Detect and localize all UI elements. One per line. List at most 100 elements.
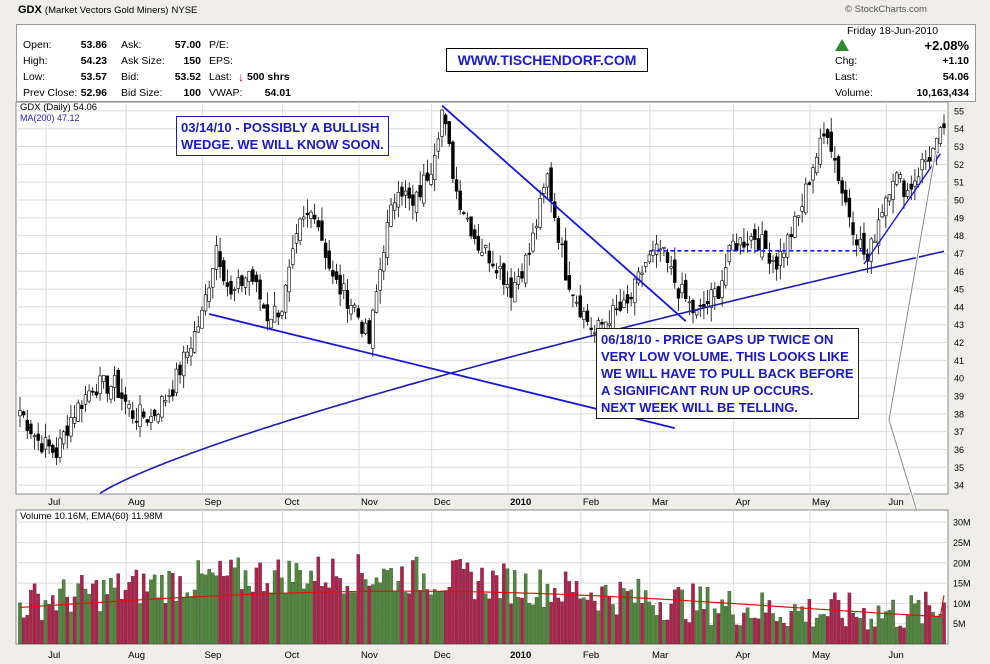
volume-bar [680, 589, 684, 645]
price-candle [825, 129, 830, 138]
volume-bar [371, 584, 375, 645]
price-candle [342, 283, 346, 291]
price-candle [887, 194, 892, 202]
volume-bar [796, 610, 801, 645]
support-trendline [863, 153, 941, 265]
volume-bar [29, 589, 33, 645]
price-candle [171, 389, 175, 397]
price-candle [811, 167, 815, 181]
note-gap-line1: 06/18/10 - PRICE GAPS UP TWICE ON [601, 332, 834, 347]
volume-month-label: Aug [128, 650, 145, 661]
volume-bar [651, 605, 655, 645]
volume-bar [21, 617, 26, 645]
volume-value: 10,163,434 [916, 87, 969, 99]
volume-bar [83, 588, 88, 645]
volume-bar [334, 576, 339, 645]
price-candle [902, 180, 906, 198]
volume-bar [414, 556, 419, 645]
volume-month-label: Jul [48, 650, 60, 661]
price-candle [334, 271, 339, 280]
price-candle [360, 321, 364, 334]
volume-bar [876, 605, 881, 645]
volume-bar [862, 607, 866, 645]
prev-close-value: 52.96 [80, 87, 107, 99]
price-candle [582, 311, 586, 320]
volume-bar [603, 585, 608, 645]
price-candle [65, 425, 69, 436]
volume-bar [534, 597, 539, 645]
volume-bar [185, 592, 190, 645]
price-tick-label: 46 [954, 267, 964, 277]
ask-size-label: Ask Size: [121, 55, 165, 67]
price-candle [251, 269, 255, 282]
volume-bar [32, 583, 37, 645]
volume-bar [247, 585, 251, 645]
volume-bar [338, 578, 342, 645]
volume-bar [156, 597, 160, 645]
price-tick-label: 41 [954, 356, 964, 366]
price-candle [531, 232, 535, 252]
volume-month-label: Sep [205, 650, 222, 661]
ask-value: 57.00 [174, 39, 201, 51]
price-candle [884, 197, 888, 217]
eps-label: EPS: [209, 55, 233, 67]
volume-bar [753, 617, 757, 645]
price-candle [774, 256, 779, 270]
volume-bar [909, 595, 914, 645]
price-candle [807, 182, 812, 185]
volume-bar [425, 589, 430, 645]
price-tick-label: 43 [954, 320, 964, 330]
price-candle [905, 190, 910, 197]
price-candle [80, 404, 84, 409]
volume-bar [258, 562, 262, 645]
price-candle [862, 232, 866, 255]
volume-bar [225, 575, 230, 645]
volume-bar [120, 598, 124, 645]
volume-bar [709, 625, 713, 645]
volume-bar [545, 583, 550, 645]
price-candle [876, 219, 881, 247]
change-value: +1.10 [942, 55, 969, 67]
price-candle [309, 211, 313, 219]
price-candle [556, 218, 561, 243]
note-gap: 06/18/10 - PRICE GAPS UP TWICE ON VERY L… [596, 328, 859, 419]
volume-bar [716, 613, 721, 645]
price-candle [40, 443, 44, 453]
volume-bar [942, 602, 946, 645]
note-gap-line5: NEXT WEEK WILL BE TELLING. [601, 400, 798, 415]
volume-bar [465, 562, 470, 645]
volume-bar [920, 623, 924, 645]
price-candle [793, 216, 797, 238]
volume-bar [287, 560, 291, 645]
price-candle [691, 300, 695, 314]
price-month-label: Nov [361, 497, 378, 508]
volume-bar [596, 610, 601, 645]
price-candle [789, 234, 793, 238]
volume-bar [280, 577, 284, 645]
volume-bar [563, 571, 568, 645]
price-candle [87, 390, 91, 402]
price-plot-area [15, 101, 949, 495]
price-month-label: May [812, 497, 830, 508]
low-value: 53.57 [80, 71, 107, 83]
volume-bar [367, 585, 371, 645]
last-price-label: Last: [835, 71, 858, 83]
volume-bar [673, 589, 677, 645]
volume-bar [512, 570, 517, 645]
volume-bar [323, 582, 328, 645]
ma-legend: MA(200) 47.12 [20, 113, 80, 123]
price-candle [131, 410, 135, 419]
volume-bar [167, 571, 171, 645]
pct-change: +2.08% [924, 38, 969, 53]
volume-bar [374, 577, 379, 645]
volume-bar [894, 626, 899, 645]
price-candle [909, 183, 913, 190]
volume-bar [560, 601, 564, 645]
price-candle [480, 252, 484, 256]
price-candle [654, 243, 659, 255]
price-candle [611, 305, 615, 329]
price-candle [622, 299, 626, 308]
volume-bar [567, 581, 572, 645]
volume-bar [836, 599, 841, 645]
note-wedge-line2: WEDGE. WE WILL KNOW SOON. [181, 137, 384, 152]
